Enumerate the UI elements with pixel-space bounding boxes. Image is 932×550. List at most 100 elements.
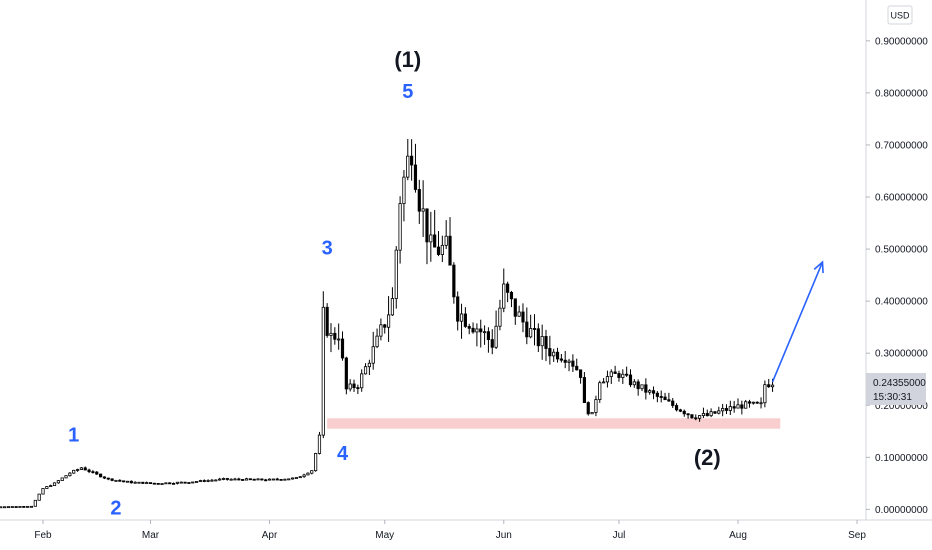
candle-body-down	[486, 331, 491, 340]
candle-body-up	[298, 476, 302, 479]
candle-body-up	[648, 390, 652, 393]
price-axis[interactable]: 0.00000000 0.10000000 0.20000000 0.30000000…	[866, 36, 928, 516]
candle	[298, 476, 302, 479]
candle	[79, 467, 83, 470]
candle	[10, 506, 14, 508]
candle	[494, 310, 498, 349]
candle-body-down	[129, 480, 133, 484]
candle-body-up	[759, 402, 763, 405]
candle-body-up	[567, 360, 571, 363]
candle	[571, 354, 575, 372]
candle	[421, 180, 425, 237]
candle	[525, 307, 529, 345]
price-tick-label: 0.40000000	[875, 297, 928, 308]
candle	[717, 406, 721, 415]
wave-label-blue: 4	[337, 443, 349, 465]
candle	[56, 480, 60, 484]
candle-body-down	[682, 410, 686, 415]
candle-body-down	[559, 358, 563, 361]
candle-body-up	[640, 384, 644, 390]
candle	[390, 287, 395, 316]
candle-body-up	[763, 384, 767, 404]
candle	[75, 468, 80, 472]
projection-arrow[interactable]	[771, 260, 824, 383]
candle-body-up	[64, 475, 68, 479]
candle-body-up	[29, 505, 34, 508]
candle	[175, 481, 179, 485]
candle	[425, 208, 429, 265]
currency-badge[interactable]	[887, 5, 913, 25]
candle	[306, 472, 310, 476]
candle-body-down	[118, 479, 122, 482]
candle	[214, 479, 218, 482]
candle	[436, 231, 441, 257]
candle	[433, 210, 437, 248]
candle	[168, 482, 172, 485]
candle	[171, 482, 176, 485]
candle-body-up	[179, 481, 183, 484]
candle-body-up	[552, 351, 556, 357]
candle-body-up	[371, 346, 375, 364]
candle	[755, 401, 759, 404]
candle-body-down	[521, 311, 525, 323]
candle-body-down	[509, 291, 514, 300]
candle-body-down	[171, 482, 176, 485]
candle-body-down	[156, 482, 160, 485]
candle-body-down	[110, 478, 114, 481]
candle	[152, 482, 156, 485]
candle-body-up	[244, 478, 249, 481]
candle	[237, 477, 241, 481]
candle	[413, 143, 418, 193]
candle-body-down	[713, 411, 717, 414]
candle	[114, 479, 118, 482]
candle	[678, 408, 682, 413]
currency-label: USD	[890, 11, 910, 21]
candle-body-up	[375, 335, 379, 348]
candle	[233, 477, 237, 481]
candle	[264, 478, 268, 482]
candle-body-up	[145, 482, 149, 484]
candle-body-up	[33, 499, 37, 507]
candle	[721, 403, 725, 417]
candle-body-up	[337, 338, 341, 341]
candle-body-down	[456, 296, 460, 322]
candle-body-down	[279, 478, 283, 481]
candle	[701, 407, 706, 418]
candle	[671, 398, 675, 408]
candle	[636, 379, 640, 396]
candle	[529, 314, 533, 339]
candle	[440, 235, 444, 263]
candle-body-up	[498, 307, 502, 327]
candle-body-down	[248, 478, 252, 481]
candle-body-down	[490, 339, 494, 348]
candle-body-up	[218, 478, 222, 481]
candle	[444, 220, 448, 250]
candle-body-up	[18, 506, 22, 508]
candle-body-up	[68, 472, 72, 477]
candle	[617, 370, 621, 382]
candle	[6, 506, 11, 509]
candle	[540, 324, 544, 360]
candle-body-down	[325, 306, 329, 336]
candle	[567, 358, 571, 372]
candle-body-up	[10, 506, 14, 508]
candle	[256, 478, 260, 481]
candle	[598, 380, 602, 403]
candle-body-down	[187, 482, 191, 484]
candle	[91, 470, 95, 474]
candle	[552, 348, 556, 362]
candle-body-up	[75, 469, 80, 471]
candle-body-down	[525, 321, 529, 338]
time-axis[interactable]: Feb Mar Apr May Jun Jul Aug Sep	[34, 520, 866, 541]
candle	[183, 481, 187, 484]
candle	[536, 323, 540, 353]
candle	[129, 480, 133, 484]
candle	[52, 482, 57, 487]
candle-body-up	[191, 481, 195, 484]
candle	[490, 329, 494, 355]
candle-body-up	[233, 478, 237, 481]
candle	[367, 359, 371, 375]
candle-body-up	[3, 506, 7, 509]
